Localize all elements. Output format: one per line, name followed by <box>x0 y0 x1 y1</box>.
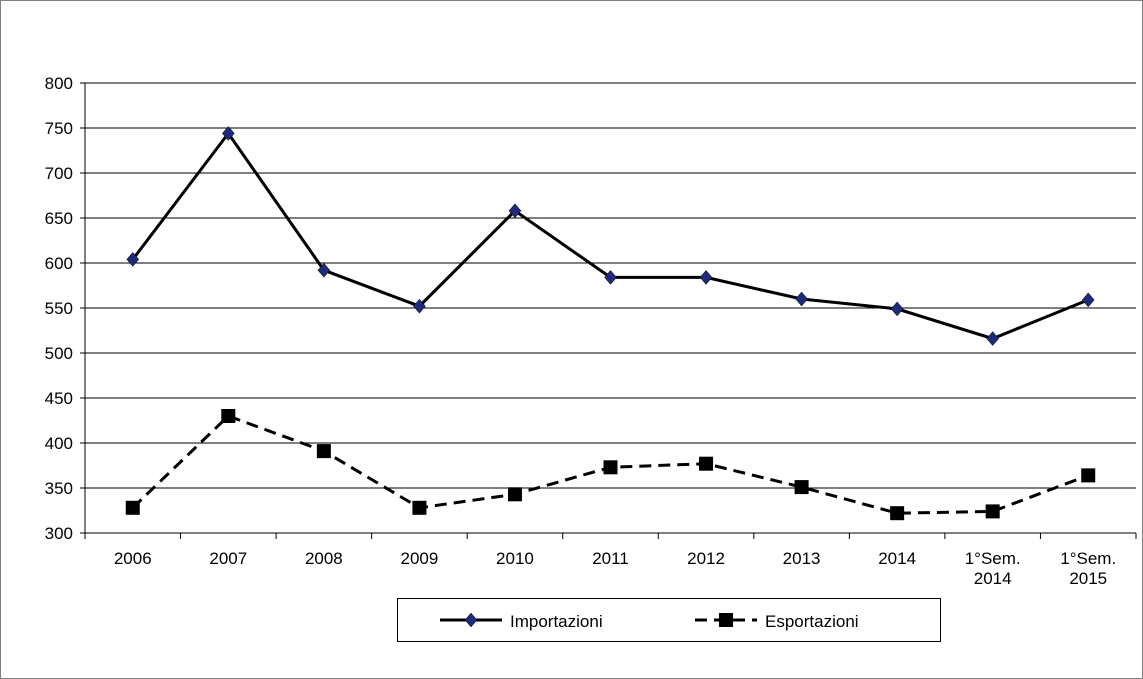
data-point <box>699 270 713 285</box>
data-point <box>1081 468 1096 483</box>
x-tick-label: 2012 <box>687 549 725 568</box>
x-tick-label: 1°Sem. 2014 <box>965 549 1021 588</box>
data-point <box>508 203 522 219</box>
legend-label: Importazioni <box>510 612 603 631</box>
data-point <box>795 291 808 307</box>
y-tick-label: 550 <box>45 299 73 318</box>
x-tick-label: 2011 <box>592 549 629 568</box>
x-tick-label: 2014 <box>878 549 916 568</box>
data-point <box>317 262 331 278</box>
y-tick-label: 300 <box>45 524 73 543</box>
y-tick-label: 800 <box>45 74 73 93</box>
data-point <box>985 504 1000 519</box>
y-tick-label: 700 <box>45 164 73 183</box>
legend-marker <box>464 612 478 628</box>
data-point <box>507 487 522 502</box>
data-point <box>221 126 235 141</box>
y-tick-label: 450 <box>45 389 73 408</box>
y-tick-label: 400 <box>45 434 73 453</box>
y-tick-label: 500 <box>45 344 73 363</box>
data-point <box>890 301 904 317</box>
y-tick-label: 600 <box>45 254 73 273</box>
x-tick-label: 2006 <box>114 549 152 568</box>
data-point <box>316 444 331 459</box>
data-point <box>413 298 426 314</box>
data-point <box>986 331 1000 346</box>
legend-label: Esportazioni <box>765 612 859 631</box>
data-point <box>890 506 905 521</box>
data-point <box>125 500 140 515</box>
y-tick-label: 750 <box>45 119 73 138</box>
data-point <box>1081 292 1095 308</box>
data-point <box>412 500 427 515</box>
x-tick-label: 1°Sem. 2015 <box>1060 549 1116 588</box>
data-point <box>221 409 236 423</box>
x-tick-label: 2007 <box>209 549 247 568</box>
legend-marker <box>719 613 733 627</box>
data-point <box>126 252 140 267</box>
x-tick-label: 2009 <box>400 549 438 568</box>
y-tick-label: 350 <box>45 479 73 498</box>
data-point <box>603 460 618 475</box>
data-point <box>699 456 714 471</box>
x-tick-label: 2010 <box>496 549 534 568</box>
x-tick-label: 2008 <box>305 549 343 568</box>
data-point <box>794 480 809 495</box>
data-point <box>604 270 617 285</box>
y-tick-label: 650 <box>45 209 73 228</box>
x-tick-label: 2013 <box>783 549 821 568</box>
